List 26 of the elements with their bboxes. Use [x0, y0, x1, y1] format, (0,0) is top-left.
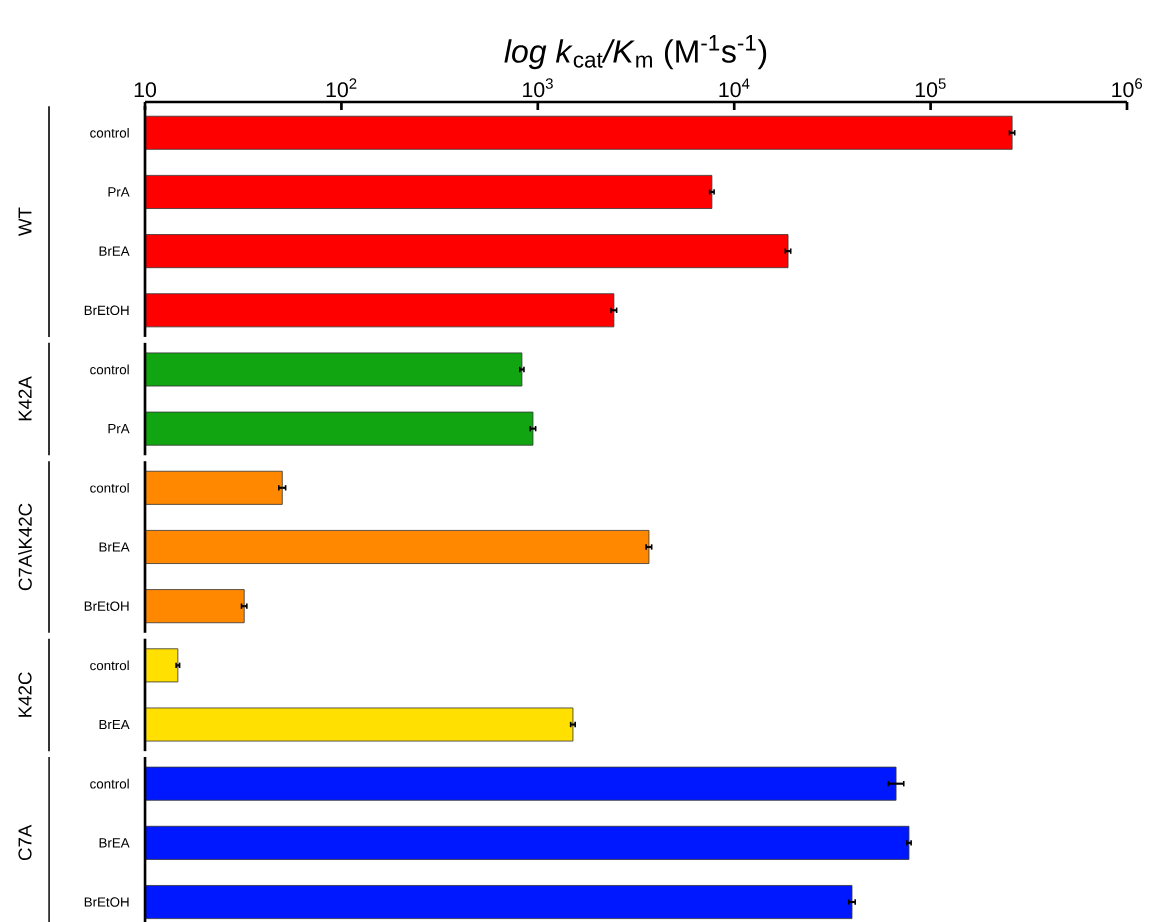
y-tick-label: PrA	[108, 424, 130, 434]
y-tick-label: BrEA	[99, 246, 130, 256]
y-tick-label: control	[90, 482, 129, 493]
text: K42C	[18, 672, 32, 717]
y-tick-label: control	[90, 364, 129, 375]
y-tick-label: BrEtOH	[84, 601, 129, 611]
y-tick-label: BrEA	[99, 719, 130, 730]
y-tick-label: PrA	[108, 187, 130, 197]
x-tick-label: 10$^{2}$	[326, 78, 357, 98]
text: C7A\K42C	[18, 503, 32, 591]
y-tick-label: BrEtOH	[84, 305, 129, 316]
y-tick-label: control	[90, 127, 129, 138]
y-tick-label: BrEtOH	[84, 897, 129, 907]
y-tick-label: BrEA	[99, 542, 130, 552]
text: C7A	[18, 824, 32, 861]
text: WT	[18, 207, 32, 236]
y-tick-label: control	[90, 778, 129, 789]
x-tick-label: 10$^{6}$	[1112, 78, 1143, 98]
y-tick-label: BrEA	[99, 838, 130, 848]
x-tick-label: 10$^{4}$	[719, 78, 750, 98]
text: log k$_{cat}$/K$_{m}$ (M$^{-1}$s$^{-1}$)	[504, 35, 767, 70]
text: K42A	[18, 376, 32, 421]
x-tick-label: 10	[134, 82, 157, 98]
x-tick-label: 10$^{5}$	[915, 78, 946, 98]
x-tick-label: 10$^{3}$	[523, 78, 553, 98]
y-tick-label: control	[90, 660, 129, 671]
